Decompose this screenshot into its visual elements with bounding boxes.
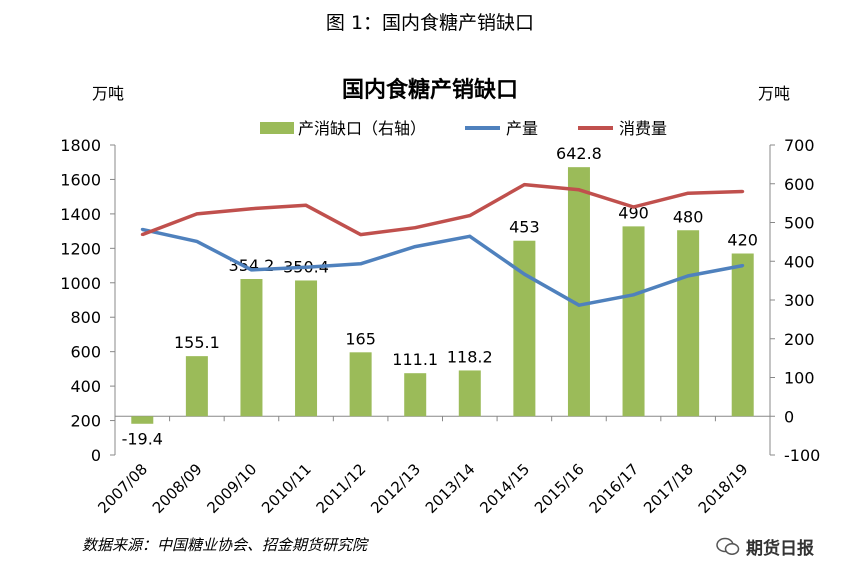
gap-bar bbox=[622, 226, 645, 417]
left-tick-label: 1200 bbox=[60, 239, 101, 258]
production-line-point bbox=[577, 303, 581, 307]
consumption-line-point bbox=[140, 233, 144, 237]
series-lines bbox=[140, 182, 745, 307]
gap-bar bbox=[240, 278, 263, 417]
left-tick-label: 600 bbox=[70, 343, 101, 362]
left-axis-unit: 万吨 bbox=[92, 84, 125, 103]
right-tick-label: 100 bbox=[784, 369, 815, 388]
bar-data-label: 155.1 bbox=[174, 333, 220, 352]
bar-data-label: 642.8 bbox=[556, 144, 602, 163]
gap-bar bbox=[131, 416, 154, 424]
x-tick-label: 2017/18 bbox=[640, 460, 697, 517]
production-line-point bbox=[413, 245, 417, 249]
bar-data-label: -19.4 bbox=[122, 429, 163, 448]
consumption-line-point bbox=[741, 190, 745, 193]
left-tick-label: 200 bbox=[70, 412, 101, 431]
right-tick-label: 200 bbox=[784, 330, 815, 349]
bar-data-label: 118.2 bbox=[447, 347, 493, 366]
chart-title: 国内食糖产销缺口 bbox=[341, 78, 518, 103]
left-tick-label: 1800 bbox=[60, 136, 101, 155]
legend-label-production: 产量 bbox=[506, 119, 538, 138]
left-tick-label: 400 bbox=[70, 377, 101, 396]
figure-caption: 图 1：国内食糖产销缺口 bbox=[325, 12, 535, 34]
gap-bar bbox=[731, 253, 754, 417]
gap-bar bbox=[458, 370, 481, 417]
production-line-point bbox=[195, 239, 199, 243]
right-tick-label: 700 bbox=[784, 136, 815, 155]
consumption-line-point bbox=[195, 212, 199, 216]
production-line-point bbox=[741, 264, 745, 268]
legend-label-consumption: 消费量 bbox=[619, 119, 667, 138]
watermark-text: 期货日报 bbox=[746, 539, 814, 559]
consumption-line-point bbox=[522, 183, 526, 187]
source-note: 数据来源：中国糖业协会、招金期货研究院 bbox=[82, 536, 368, 554]
left-tick-label: 800 bbox=[70, 308, 101, 327]
production-line-point bbox=[522, 272, 526, 276]
right-tick-label: 500 bbox=[784, 214, 815, 233]
left-tick-label: 1000 bbox=[60, 274, 101, 293]
production-line bbox=[141, 227, 744, 307]
production-line-point bbox=[140, 227, 144, 231]
bar-data-label: 354.2 bbox=[229, 256, 275, 275]
gap-bar bbox=[677, 230, 700, 417]
right-tick-label: 600 bbox=[784, 175, 815, 194]
gap-bar bbox=[349, 352, 372, 417]
right-tick-label: 0 bbox=[784, 407, 794, 426]
x-tick-label: 2018/19 bbox=[695, 460, 752, 517]
consumption-line-point bbox=[632, 205, 636, 209]
right-tick-label: -100 bbox=[784, 446, 820, 465]
x-tick-label: 2014/15 bbox=[476, 460, 533, 517]
production-line-point bbox=[468, 234, 472, 238]
right-tick-label: 400 bbox=[784, 252, 815, 271]
left-tick-label: 1600 bbox=[60, 170, 101, 189]
production-line-point bbox=[359, 262, 363, 266]
right-axis-unit: 万吨 bbox=[758, 84, 791, 103]
gap-bar bbox=[295, 280, 318, 417]
x-tick-label: 2007/08 bbox=[94, 460, 151, 517]
legend-swatch-gap bbox=[260, 122, 294, 134]
production-line-point bbox=[686, 274, 690, 278]
x-tick-label: 2009/10 bbox=[203, 460, 260, 517]
consumption-line-point bbox=[249, 207, 253, 211]
bar-data-label: 165 bbox=[345, 329, 376, 348]
left-tick-label: 1400 bbox=[60, 205, 101, 224]
x-tick-label: 2010/11 bbox=[258, 460, 315, 517]
bar-data-label: 111.1 bbox=[392, 350, 438, 369]
left-tick-label: 0 bbox=[91, 446, 101, 465]
x-tick-label: 2012/13 bbox=[367, 460, 424, 517]
legend-label-gap: 产消缺口（右轴） bbox=[298, 119, 426, 138]
bar-data-label: 490 bbox=[618, 203, 649, 222]
gap-bar bbox=[513, 240, 536, 417]
watermark: 期货日报 bbox=[716, 534, 814, 559]
consumption-line-point bbox=[468, 214, 472, 218]
consumption-line-point bbox=[577, 188, 581, 192]
production-line-point bbox=[249, 268, 253, 272]
consumption-line bbox=[141, 182, 743, 237]
x-tick-label: 2011/12 bbox=[313, 460, 370, 517]
bar-data-label: 453 bbox=[509, 218, 540, 237]
bar-data-label: 480 bbox=[673, 207, 704, 226]
production-line-point bbox=[632, 293, 636, 297]
consumption-line-point bbox=[304, 203, 308, 207]
consumption-line-point bbox=[413, 226, 417, 230]
gap-bar bbox=[404, 373, 427, 417]
consumption-line-point bbox=[359, 233, 363, 237]
production-line-point bbox=[304, 265, 308, 269]
legend: 产消缺口（右轴） 产量 消费量 bbox=[260, 119, 667, 138]
x-tick-label: 2016/17 bbox=[586, 460, 643, 517]
consumption-line-point bbox=[686, 191, 690, 195]
wechat-icon bbox=[716, 537, 740, 555]
gap-bar bbox=[567, 167, 590, 417]
gap-bar bbox=[185, 356, 208, 417]
right-tick-label: 300 bbox=[784, 291, 815, 310]
x-tick-label: 2015/16 bbox=[531, 460, 588, 517]
x-tick-label: 2008/09 bbox=[149, 460, 206, 517]
x-tick-label: 2013/14 bbox=[422, 460, 479, 517]
bar-data-label: 420 bbox=[727, 231, 758, 250]
